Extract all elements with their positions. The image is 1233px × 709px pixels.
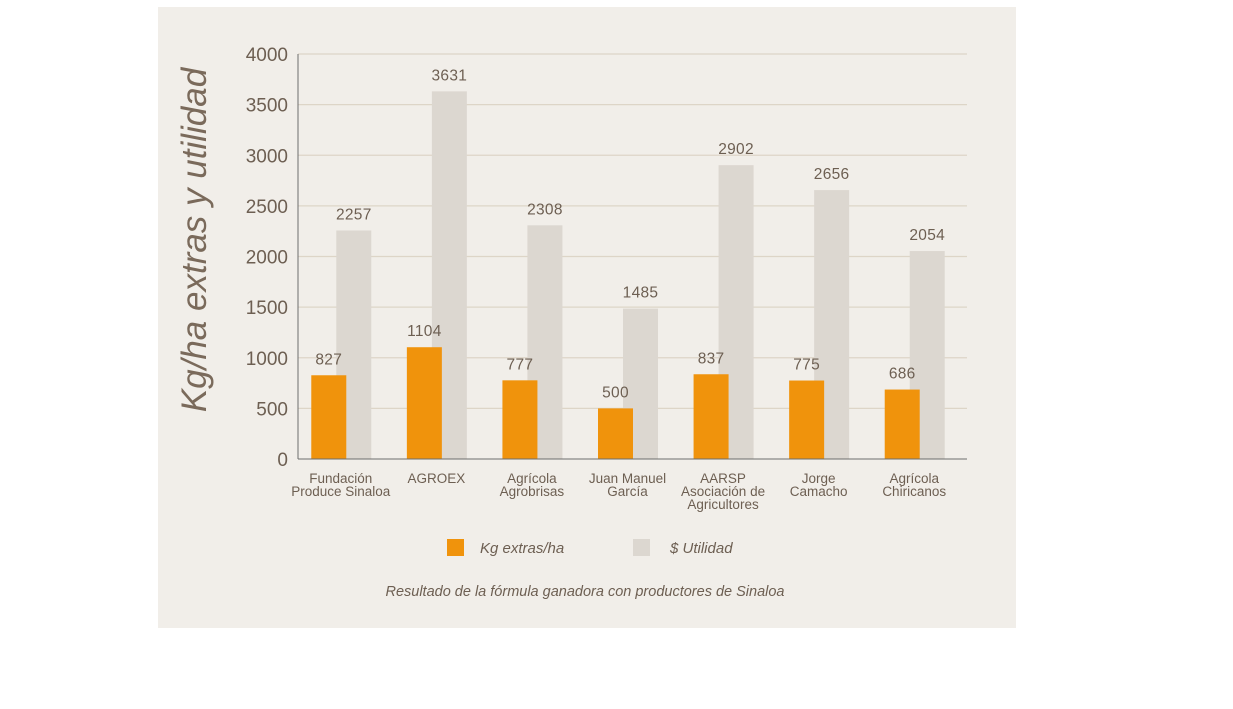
legend: Kg extras/ha $ Utilidad xyxy=(447,539,733,557)
y-tick-label: 500 xyxy=(256,399,288,420)
x-tick-label: AGROEX xyxy=(407,471,465,486)
y-axis-title: Kg/ha extras y utilidad xyxy=(175,66,214,412)
bar-kg-extras xyxy=(884,389,920,459)
y-tick-label: 3500 xyxy=(246,96,288,117)
labels: 0 500 1000 1500 2000 2500 3000 3500 4000 2257 827 F… xyxy=(246,45,947,512)
data-label: 686 xyxy=(889,366,916,383)
x-tick-label-line: Agricultores xyxy=(687,497,759,512)
data-label: 777 xyxy=(507,356,534,373)
x-tick-label-line: Agrícola xyxy=(889,471,939,486)
legend-swatch-utilidad xyxy=(633,539,650,556)
x-tick-label: Juan Manuel García xyxy=(589,471,666,499)
data-label: 2054 xyxy=(909,227,945,244)
x-tick-label: AARSP Asociación de Agricultores xyxy=(681,471,765,512)
bar-kg-extras xyxy=(693,374,729,459)
x-tick-label-line: Camacho xyxy=(790,484,848,499)
data-label: 500 xyxy=(602,384,629,401)
x-tick-label-line: Fundación xyxy=(309,471,372,486)
legend-label: Kg extras/ha xyxy=(480,540,564,557)
x-tick-label-line: Jorge xyxy=(802,471,836,486)
y-tick-label: 2000 xyxy=(246,248,288,269)
data-label: 2308 xyxy=(527,201,563,218)
x-tick-label: Jorge Camacho xyxy=(790,471,848,499)
bar-kg-extras xyxy=(311,375,347,459)
x-tick-label: Fundación Produce Sinaloa xyxy=(291,471,391,499)
data-label: 1104 xyxy=(407,323,442,340)
data-label: 3631 xyxy=(432,67,468,84)
data-label: 2902 xyxy=(718,141,754,158)
data-label: 775 xyxy=(793,357,820,374)
y-tick-label: 2500 xyxy=(246,197,288,218)
x-tick-label-line: Agrobrisas xyxy=(500,484,565,499)
bar-kg-extras xyxy=(598,408,633,459)
axes xyxy=(297,54,967,460)
bar-kg-extras xyxy=(406,347,442,459)
legend-swatch-kg-extras xyxy=(447,539,464,556)
y-tick-label: 0 xyxy=(277,450,288,471)
x-tick-label: Agrícola Chiricanos xyxy=(882,471,946,499)
y-tick-label: 3000 xyxy=(246,146,288,167)
x-tick-label-line: Asociación de xyxy=(681,484,765,499)
bar-kg-extras xyxy=(502,380,538,459)
y-tick-label: 1000 xyxy=(246,349,288,370)
data-label: 2257 xyxy=(336,206,372,223)
data-label: 1485 xyxy=(623,285,659,302)
x-tick-label-line: Juan Manuel xyxy=(589,471,666,486)
x-tick-label-line: García xyxy=(607,484,648,499)
legend-label: $ Utilidad xyxy=(669,540,733,557)
y-tick-label: 4000 xyxy=(246,45,288,66)
y-tick-label: 1500 xyxy=(246,298,288,319)
chart-panel xyxy=(158,7,1016,628)
x-tick-label: Agrícola Agrobrisas xyxy=(500,471,565,499)
x-tick-label-line: AARSP xyxy=(700,471,746,486)
chart-caption: Resultado de la fórmula ganadora con pro… xyxy=(385,584,784,600)
data-label: 827 xyxy=(315,351,342,368)
bar-kg-extras xyxy=(789,380,825,459)
bars xyxy=(311,91,945,460)
x-tick-label-line: Produce Sinaloa xyxy=(291,484,391,499)
x-tick-label-line: AGROEX xyxy=(407,471,465,486)
data-label: 837 xyxy=(698,350,725,367)
x-tick-label-line: Agrícola xyxy=(507,471,557,486)
x-tick-label-line: Chiricanos xyxy=(882,484,946,499)
data-label: 2656 xyxy=(814,166,850,183)
